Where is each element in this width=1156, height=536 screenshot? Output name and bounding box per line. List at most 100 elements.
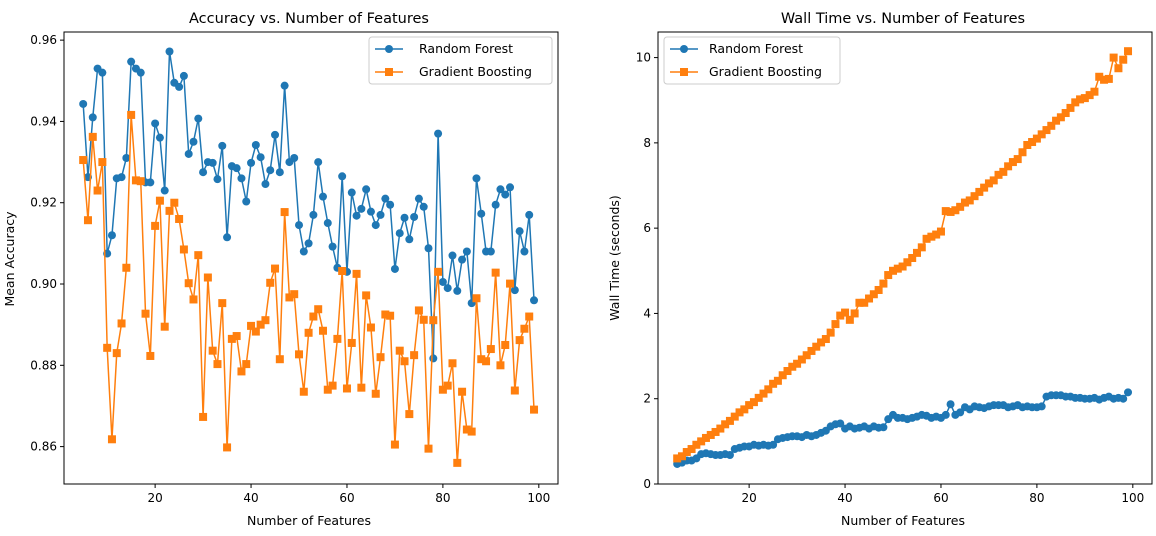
walltime-point-gradient-boosting: [730, 412, 739, 421]
walltime-point-gradient-boosting: [836, 311, 845, 320]
walltime-point-gradient-boosting: [845, 315, 854, 324]
accuracy-point-random-forest: [107, 231, 116, 240]
accuracy-point-gradient-boosting: [501, 340, 510, 349]
accuracy-x-tick-label: 100: [527, 491, 550, 505]
walltime-point-gradient-boosting: [759, 389, 768, 398]
walltime-point-random-forest: [1119, 394, 1128, 403]
accuracy-point-random-forest: [223, 233, 232, 242]
accuracy-point-gradient-boosting: [342, 384, 351, 393]
walltime-point-gradient-boosting: [725, 416, 734, 425]
walltime-line-random-forest: [676, 391, 1129, 465]
accuracy-point-random-forest: [232, 164, 241, 173]
accuracy-point-random-forest: [117, 173, 126, 182]
accuracy-point-random-forest: [237, 174, 246, 183]
accuracy-point-gradient-boosting: [208, 346, 217, 355]
walltime-point-gradient-boosting: [677, 452, 686, 461]
accuracy-point-gradient-boosting: [295, 350, 304, 359]
accuracy-point-random-forest: [400, 213, 409, 222]
accuracy-point-gradient-boosting: [309, 312, 318, 321]
walltime-point-gradient-boosting: [927, 232, 936, 241]
accuracy-point-gradient-boosting: [232, 332, 241, 341]
accuracy-point-random-forest: [218, 141, 227, 150]
walltime-point-gradient-boosting: [687, 445, 696, 454]
walltime-point-gradient-boosting: [788, 362, 797, 371]
accuracy-y-tick-label: 0.86: [30, 440, 57, 454]
walltime-point-gradient-boosting: [1124, 47, 1133, 56]
walltime-point-gradient-boosting: [745, 401, 754, 410]
accuracy-point-random-forest: [242, 197, 251, 206]
walltime-point-random-forest: [956, 408, 965, 417]
walltime-ticks: 20 40 60 80 100 0 2 4 6 8 10: [636, 51, 1145, 505]
accuracy-point-random-forest: [98, 68, 107, 77]
accuracy-point-random-forest: [189, 137, 198, 146]
walltime-legend-label-random-forest: Random Forest: [709, 41, 803, 56]
accuracy-legend-label-gradient-boosting: Gradient Boosting: [419, 64, 532, 79]
accuracy-point-gradient-boosting: [83, 216, 92, 225]
walltime-point-gradient-boosting: [893, 264, 902, 273]
walltime-legend-marker-gradient-boosting: [680, 68, 688, 76]
accuracy-point-random-forest: [280, 81, 289, 90]
accuracy-y-tick-label: 0.92: [30, 196, 57, 210]
accuracy-point-random-forest: [256, 153, 265, 162]
walltime-point-gradient-boosting: [917, 243, 926, 252]
accuracy-point-gradient-boosting: [419, 315, 428, 324]
accuracy-point-random-forest: [501, 190, 510, 199]
accuracy-point-gradient-boosting: [112, 349, 121, 358]
accuracy-point-gradient-boosting: [486, 345, 495, 354]
walltime-point-random-forest: [1037, 402, 1046, 411]
accuracy-point-gradient-boosting: [496, 361, 505, 370]
accuracy-point-random-forest: [381, 194, 390, 203]
accuracy-point-random-forest: [477, 209, 486, 218]
accuracy-point-gradient-boosting: [520, 324, 529, 333]
accuracy-point-gradient-boosting: [314, 305, 323, 314]
accuracy-point-random-forest: [127, 57, 136, 66]
accuracy-point-gradient-boosting: [203, 273, 212, 282]
accuracy-point-gradient-boosting: [141, 309, 150, 318]
walltime-point-gradient-boosting: [946, 207, 955, 216]
accuracy-point-gradient-boosting: [146, 351, 155, 360]
accuracy-point-random-forest: [318, 192, 327, 201]
walltime-x-tick-label: 60: [933, 491, 948, 505]
walltime-y-tick-label: 4: [643, 306, 651, 320]
accuracy-point-random-forest: [155, 133, 164, 142]
accuracy-point-random-forest: [266, 166, 275, 175]
accuracy-point-random-forest: [314, 158, 323, 167]
walltime-point-gradient-boosting: [1004, 162, 1013, 171]
accuracy-point-gradient-boosting: [395, 346, 404, 355]
accuracy-point-gradient-boosting: [266, 278, 275, 287]
walltime-point-random-forest: [879, 423, 888, 432]
accuracy-point-random-forest: [453, 286, 462, 295]
accuracy-point-gradient-boosting: [448, 359, 457, 368]
walltime-legend-marker-random-forest: [680, 45, 688, 53]
walltime-point-gradient-boosting: [711, 427, 720, 436]
accuracy-point-gradient-boosting: [271, 264, 280, 273]
accuracy-y-tick-label: 0.96: [30, 33, 57, 47]
accuracy-point-gradient-boosting: [88, 132, 97, 141]
walltime-point-gradient-boosting: [1104, 74, 1113, 83]
accuracy-point-gradient-boosting: [223, 443, 232, 452]
walltime-point-gradient-boosting: [869, 290, 878, 299]
walltime-chart: Wall Time vs. Number of Features Number …: [607, 11, 1153, 528]
walltime-point-gradient-boosting: [912, 248, 921, 257]
accuracy-x-tick-label: 40: [243, 491, 258, 505]
accuracy-point-random-forest: [438, 277, 447, 286]
walltime-point-gradient-boosting: [697, 437, 706, 446]
accuracy-point-gradient-boosting: [218, 299, 227, 308]
walltime-point-random-forest: [1124, 388, 1133, 397]
accuracy-point-gradient-boosting: [472, 294, 481, 303]
accuracy-point-gradient-boosting: [410, 351, 419, 360]
accuracy-line-gradient-boosting: [82, 114, 535, 463]
accuracy-point-random-forest: [251, 141, 260, 149]
accuracy-point-gradient-boosting: [160, 322, 169, 331]
walltime-point-gradient-boosting: [1052, 116, 1061, 125]
accuracy-point-random-forest: [295, 221, 304, 230]
walltime-point-gradient-boosting: [1109, 53, 1118, 62]
accuracy-point-gradient-boosting: [290, 290, 299, 299]
accuracy-point-gradient-boosting: [515, 336, 524, 345]
accuracy-point-random-forest: [410, 212, 419, 221]
accuracy-point-gradient-boosting: [179, 245, 188, 254]
accuracy-point-gradient-boosting: [170, 198, 179, 207]
accuracy-point-random-forest: [462, 247, 471, 256]
accuracy-point-gradient-boosting: [247, 321, 256, 330]
